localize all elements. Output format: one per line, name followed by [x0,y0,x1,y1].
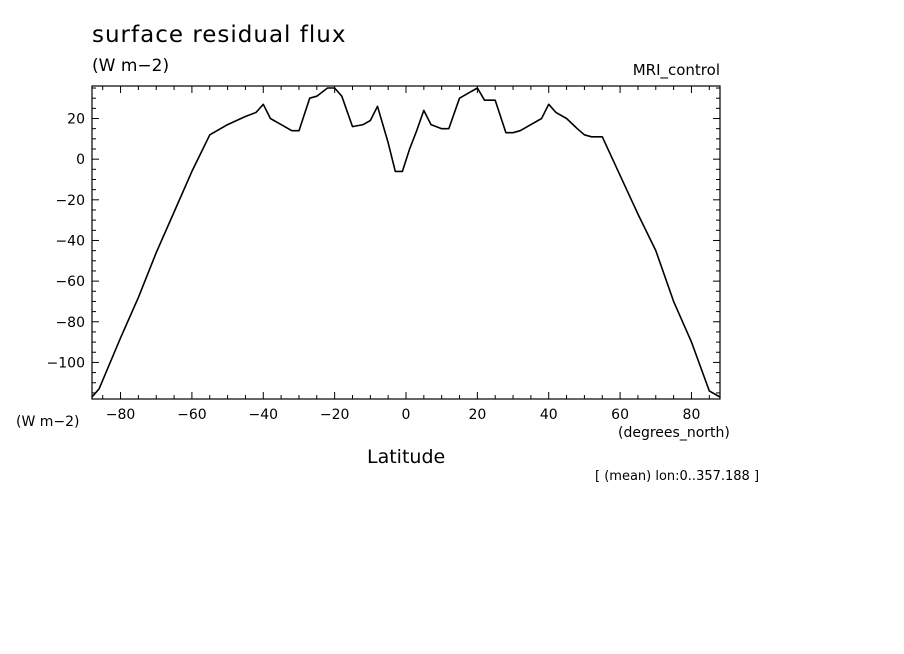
y-tick-label: 20 [67,112,85,128]
y-tick-label: −60 [55,274,85,290]
x-tick-label: 40 [540,407,558,423]
chart-units: (W m−2) [92,56,170,76]
series-line [91,87,721,398]
y-tick-label: −80 [55,315,85,331]
y-tick-label: 0 [76,152,85,168]
tick-labels: −80 −60 −40 −20 0 20 40 60 80 −100 −80 −60 −40 −20 0 20 [47,112,701,423]
y-axis-label: (W m−2) [16,414,80,430]
x-tick-label: −20 [320,407,350,423]
x-tick-label: −80 [106,407,136,423]
x-tick-label: −40 [248,407,278,423]
axis-ticks [92,86,720,399]
series-group [91,87,721,398]
x-tick-label: 60 [611,407,629,423]
y-tick-label: −40 [55,233,85,249]
x-tick-label: 20 [468,407,486,423]
x-tick-label: 80 [683,407,701,423]
x-axis-label: Latitude [367,446,446,468]
x-tick-label: 0 [402,407,411,423]
y-tick-label: −100 [47,355,85,371]
y-tick-label: −20 [55,193,85,209]
plot-frame [91,85,721,400]
chart-title: surface residual flux [92,22,347,48]
x-tick-label: −60 [177,407,207,423]
averaging-note: [ (mean) lon:0..357.188 ] [595,469,760,484]
dataset-label: MRI_control [632,61,720,79]
x-axis-units: (degrees_north) [618,425,730,441]
